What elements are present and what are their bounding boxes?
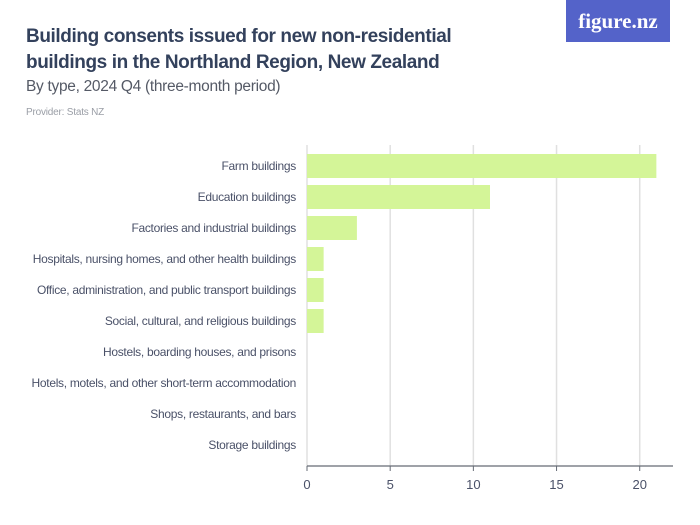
figure-nz-logo[interactable]: figure.nz: [566, 0, 670, 42]
bar: [307, 247, 324, 271]
category-label: Farm buildings: [222, 159, 297, 173]
x-tick-label: 5: [387, 477, 394, 492]
category-label: Social, cultural, and religious building…: [105, 314, 296, 328]
category-label: Education buildings: [198, 190, 297, 204]
provider-label: Provider: Stats NZ: [26, 107, 105, 118]
x-tick-label: 15: [549, 477, 563, 492]
x-tick-label: 20: [632, 477, 646, 492]
chart-title: Building consents issued for new non-res…: [26, 26, 452, 73]
x-tick-label: 0: [303, 477, 310, 492]
category-label: Shops, restaurants, and bars: [150, 407, 296, 421]
category-label: Hotels, motels, and other short-term acc…: [32, 376, 296, 390]
x-tick-label: 10: [466, 477, 480, 492]
category-label: Factories and industrial buildings: [131, 221, 296, 235]
bar: [307, 278, 324, 302]
category-label: Hostels, boarding houses, and prisons: [103, 345, 296, 359]
category-label: Storage buildings: [208, 438, 296, 452]
chart-subtitle: By type, 2024 Q4 (three-month period): [26, 78, 281, 95]
bar: [307, 216, 357, 240]
bar: [307, 154, 657, 178]
category-label: Hospitals, nursing homes, and other heal…: [33, 252, 297, 266]
bar: [307, 185, 490, 209]
bar: [307, 309, 324, 333]
category-label: Office, administration, and public trans…: [37, 283, 296, 297]
